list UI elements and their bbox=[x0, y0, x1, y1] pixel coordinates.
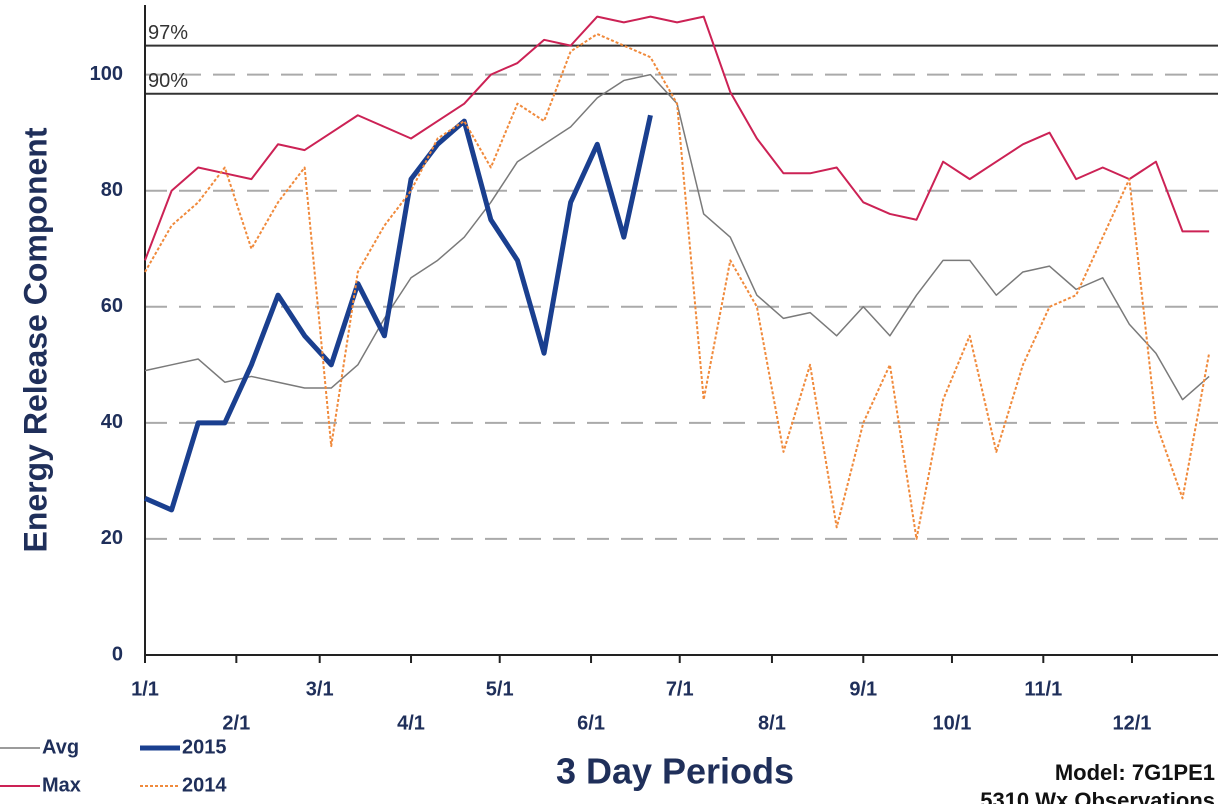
y-axis-title: Energy Release Component bbox=[17, 127, 53, 552]
x-tick-label: 10/1 bbox=[932, 712, 971, 734]
x-axis-title: 3 Day Periods bbox=[556, 751, 794, 792]
x-tick-label: 5/1 bbox=[486, 678, 514, 700]
legend-label: Avg bbox=[42, 736, 79, 758]
model-note: Model: 7G1PE1 bbox=[1055, 760, 1215, 785]
y-tick-label: 80 bbox=[101, 179, 123, 201]
y-tick-label: 100 bbox=[90, 63, 123, 85]
x-tick-label: 6/1 bbox=[577, 712, 605, 734]
y-tick-label: 40 bbox=[101, 411, 123, 433]
x-tick-label: 7/1 bbox=[666, 678, 694, 700]
y-tick-label: 20 bbox=[101, 527, 123, 549]
legend-label: 2014 bbox=[182, 774, 227, 796]
x-tick-label: 2/1 bbox=[222, 712, 250, 734]
x-tick-label: 4/1 bbox=[397, 712, 425, 734]
x-tick-label: 12/1 bbox=[1113, 712, 1152, 734]
reference-label: 97% bbox=[148, 22, 188, 44]
reference-label: 90% bbox=[148, 70, 188, 92]
series-line bbox=[144, 33, 1211, 540]
x-tick-label: 9/1 bbox=[849, 678, 877, 700]
x-tick-label: 1/1 bbox=[131, 678, 159, 700]
legend-label: 2015 bbox=[182, 736, 227, 758]
y-tick-label: 60 bbox=[101, 295, 123, 317]
x-tick-label: 8/1 bbox=[758, 712, 786, 734]
x-tick-label: 3/1 bbox=[306, 678, 334, 700]
legend-label: Max bbox=[42, 774, 81, 796]
x-tick-label: 11/1 bbox=[1024, 678, 1062, 700]
observations-note: 5310 Wx Observations bbox=[980, 788, 1215, 804]
series-line bbox=[144, 73, 1210, 401]
y-tick-label: 0 bbox=[112, 643, 123, 665]
series-line bbox=[144, 114, 653, 513]
series-line bbox=[144, 15, 1210, 261]
